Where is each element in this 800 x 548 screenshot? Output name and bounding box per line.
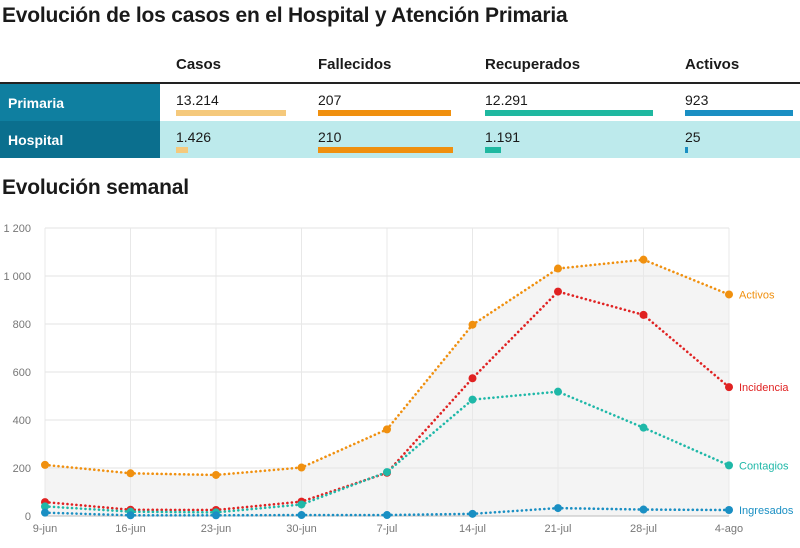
point-contagios (383, 468, 391, 477)
x-tick-label: 14-jul (459, 523, 486, 535)
series-line-contagios (43, 390, 731, 514)
point-incidencia (468, 374, 477, 383)
point-activos (725, 290, 733, 299)
value-hospital-casos: 1.426 (176, 128, 212, 145)
point-ingresados (212, 511, 220, 520)
x-tick-label: 7-jul (377, 523, 398, 535)
point-contagios (639, 423, 648, 432)
value-hospital-recuperados: 1.191 (485, 128, 521, 145)
header-casos: Casos (160, 46, 302, 84)
row-label-primaria: Primaria (0, 83, 160, 121)
point-activos (554, 264, 562, 273)
bar-hospital-fallecidos (318, 146, 453, 153)
cell-hospital-activos: 25 (669, 121, 800, 158)
point-contagios (297, 500, 306, 509)
series-label-contagios: Contagios (739, 460, 789, 472)
header-blank (0, 46, 160, 84)
series-label-activos: Activos (739, 289, 775, 301)
y-tick-label: 0 (25, 511, 31, 523)
cell-primaria-casos: 13.214 (160, 83, 302, 121)
x-tick-label: 9-jun (33, 523, 57, 535)
point-contagios (554, 387, 562, 396)
value-primaria-fallecidos: 207 (318, 91, 342, 108)
cell-primaria-recuperados: 12.291 (469, 83, 669, 121)
bar-hospital-recuperados (485, 146, 501, 153)
bar-hospital-casos (176, 146, 188, 153)
table-row-hospital: Hospital 1.426 210 1.191 25 (0, 121, 800, 158)
series-label-ingresados: Ingresados (739, 505, 794, 517)
bar-primaria-recuperados (485, 109, 653, 116)
point-ingresados (468, 509, 477, 518)
value-primaria-recuperados: 12.291 (485, 91, 528, 108)
point-activos (212, 470, 220, 479)
header-fallecidos: Fallecidos (302, 46, 469, 84)
point-activos (126, 469, 135, 478)
x-tick-label: 16-jun (115, 523, 146, 535)
bar-primaria-casos (176, 109, 286, 116)
point-ingresados (725, 506, 733, 514)
point-incidencia (554, 287, 562, 296)
y-tick-label: 1 200 (3, 223, 31, 235)
header-activos: Activos (669, 46, 800, 84)
point-contagios (468, 395, 477, 404)
cell-hospital-fallecidos: 210 (302, 121, 469, 158)
y-tick-label: 200 (13, 463, 31, 475)
point-contagios (725, 461, 733, 470)
point-incidencia (725, 383, 733, 392)
cell-primaria-activos: 923 (669, 83, 800, 121)
x-tick-label: 30-jun (286, 523, 317, 535)
point-ingresados (639, 505, 648, 514)
y-tick-label: 600 (13, 367, 31, 379)
point-ingresados (383, 511, 391, 520)
cell-hospital-recuperados: 1.191 (469, 121, 669, 158)
value-hospital-activos: 25 (685, 128, 701, 145)
page-title: Evolución de los casos en el Hospital y … (2, 4, 568, 27)
table-row-primaria: Primaria 13.214 207 12.291 923 (0, 83, 800, 121)
row-label-hospital: Hospital (0, 121, 160, 158)
point-contagios (41, 502, 49, 511)
point-activos (468, 320, 477, 329)
point-activos (639, 255, 648, 264)
point-activos (383, 425, 391, 434)
point-ingresados (554, 504, 562, 513)
value-hospital-fallecidos: 210 (318, 128, 342, 145)
bar-hospital-activos (685, 146, 688, 153)
point-ingresados (297, 511, 306, 520)
x-tick-label: 21-jul (545, 523, 572, 535)
y-tick-label: 800 (13, 319, 31, 331)
cell-hospital-casos: 1.426 (160, 121, 302, 158)
x-tick-label: 4-ago (715, 523, 743, 535)
y-tick-label: 400 (13, 415, 31, 427)
point-ingresados (126, 511, 135, 520)
point-activos (41, 460, 49, 469)
x-tick-label: 23-jun (201, 523, 232, 535)
bar-primaria-activos (685, 109, 793, 116)
value-primaria-activos: 923 (685, 91, 709, 108)
chart-subtitle: Evolución semanal (2, 176, 189, 199)
series-label-incidencia: Incidencia (739, 382, 789, 394)
weekly-line-chart: 0 200 400 600 800 1 000 1 200 9-jun 16-jun 23-jun… (3, 223, 794, 535)
point-incidencia (639, 310, 648, 319)
bar-primaria-fallecidos (318, 109, 451, 116)
summary-table: Casos Fallecidos Recuperados Activos Pri… (0, 46, 800, 158)
cell-primaria-fallecidos: 207 (302, 83, 469, 121)
x-tick-label: 28-jul (630, 523, 657, 535)
value-primaria-casos: 13.214 (176, 91, 219, 108)
point-activos (297, 463, 306, 472)
table-header-row: Casos Fallecidos Recuperados Activos (0, 46, 800, 84)
point-ingresados (41, 508, 49, 517)
header-recuperados: Recuperados (469, 46, 669, 84)
y-tick-label: 1 000 (3, 271, 31, 283)
